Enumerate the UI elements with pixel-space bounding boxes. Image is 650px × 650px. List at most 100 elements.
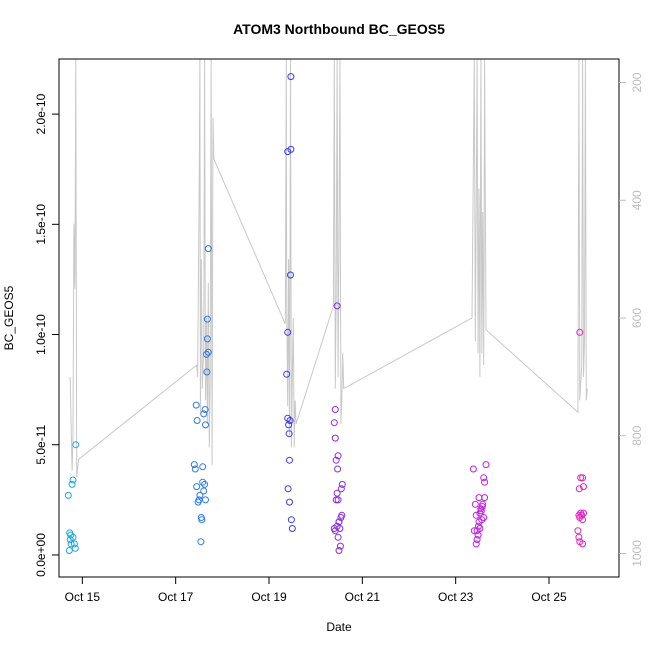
data-point [579, 474, 587, 482]
data-point [203, 335, 211, 343]
data-point [201, 480, 209, 488]
data-point [575, 485, 583, 493]
data-point [472, 540, 480, 548]
data-point [334, 533, 342, 541]
y2-tick-label: 400 [630, 190, 644, 210]
data-point [203, 368, 211, 376]
x-tick-label: Oct 15 [65, 590, 101, 604]
data-point [286, 456, 293, 464]
data-point [287, 271, 294, 279]
data-point [473, 536, 481, 543]
data-point [332, 496, 340, 504]
data-point [202, 421, 209, 429]
data-point [482, 461, 490, 469]
x-tick-label: Oct 19 [251, 590, 287, 604]
data-point [477, 507, 485, 515]
y-axis-label: BC_GEOS5 [2, 285, 16, 350]
data-point [66, 529, 74, 537]
data-point [285, 430, 293, 438]
y2-axis: 200 400 600 800 1000 [619, 72, 644, 567]
data-point [284, 485, 292, 493]
data-point [579, 540, 587, 548]
data-point [577, 474, 585, 482]
data-point [67, 540, 75, 548]
y2-tick-label: 600 [630, 308, 644, 328]
data-point [580, 509, 587, 517]
chart-title: ATOM3 Northbound BC_GEOS5 [233, 21, 445, 37]
data-point [331, 406, 339, 413]
data-point [204, 245, 212, 253]
data-point [574, 527, 582, 535]
y2-tick-label: 200 [630, 72, 644, 92]
y-tick-label: 5.0e-11 [34, 425, 48, 465]
data-point [288, 525, 296, 532]
data-point [285, 421, 293, 429]
data-point [199, 478, 207, 486]
data-point [284, 414, 292, 422]
data-point [580, 483, 587, 491]
pressure-line-layer [69, 58, 588, 477]
data-point [202, 496, 209, 504]
y-tick-label: 1.0e-10 [34, 314, 48, 355]
data-point [478, 516, 486, 524]
data-point [335, 547, 343, 554]
data-point [203, 315, 211, 323]
data-point [204, 348, 212, 356]
x-axis: Oct 15 Oct 17 Oct 19 Oct 21 Oct 23 Oct 25 [65, 576, 567, 604]
data-point [336, 525, 344, 532]
data-point [478, 503, 486, 510]
y-tick-label: 1.5e-10 [34, 204, 48, 245]
y-axis: 0.0e+00 5.0e-11 1.0e-10 1.5e-10 2.0e-10 [34, 93, 59, 577]
data-point [334, 465, 342, 473]
data-point [338, 480, 346, 488]
data-point [203, 350, 210, 358]
data-point [70, 540, 78, 548]
data-point [69, 533, 77, 541]
x-axis-label: Date [326, 620, 352, 634]
data-point [69, 476, 77, 484]
data-point [475, 522, 482, 530]
data-point [575, 533, 583, 541]
data-point [334, 452, 342, 460]
data-point [71, 544, 79, 552]
data-point [335, 518, 343, 526]
data-point [192, 401, 200, 409]
pressure-line [69, 58, 588, 477]
data-point [576, 328, 584, 336]
data-point [200, 487, 208, 495]
data-point [579, 516, 587, 524]
data-point [287, 516, 295, 524]
data-point [199, 463, 207, 471]
data-point [196, 491, 204, 499]
data-point [338, 511, 346, 519]
data-point [286, 498, 293, 506]
y2-tick-label: 1000 [630, 540, 644, 567]
data-point [480, 474, 488, 482]
x-tick-label: Oct 25 [531, 590, 567, 604]
x-tick-label: Oct 17 [158, 590, 194, 604]
data-point [64, 491, 72, 499]
data-point [481, 478, 489, 486]
data-point [332, 456, 340, 464]
data-point [191, 465, 199, 473]
data-point [190, 461, 198, 469]
data-point [65, 547, 73, 554]
data-point [337, 485, 345, 493]
data-point [330, 419, 338, 427]
data-point [201, 406, 209, 413]
points-layer [64, 73, 587, 554]
data-point [471, 500, 479, 508]
data-point [481, 494, 489, 502]
data-point [578, 511, 586, 519]
data-point [480, 514, 488, 521]
data-point [72, 441, 80, 449]
data-point [333, 489, 341, 497]
data-point [336, 542, 344, 550]
data-point [193, 417, 201, 424]
y-tick-label: 0.0e+00 [34, 533, 48, 577]
data-point [193, 483, 201, 491]
y-tick-label: 2.0e-10 [34, 93, 48, 134]
data-point [68, 480, 76, 488]
data-point [198, 516, 206, 524]
